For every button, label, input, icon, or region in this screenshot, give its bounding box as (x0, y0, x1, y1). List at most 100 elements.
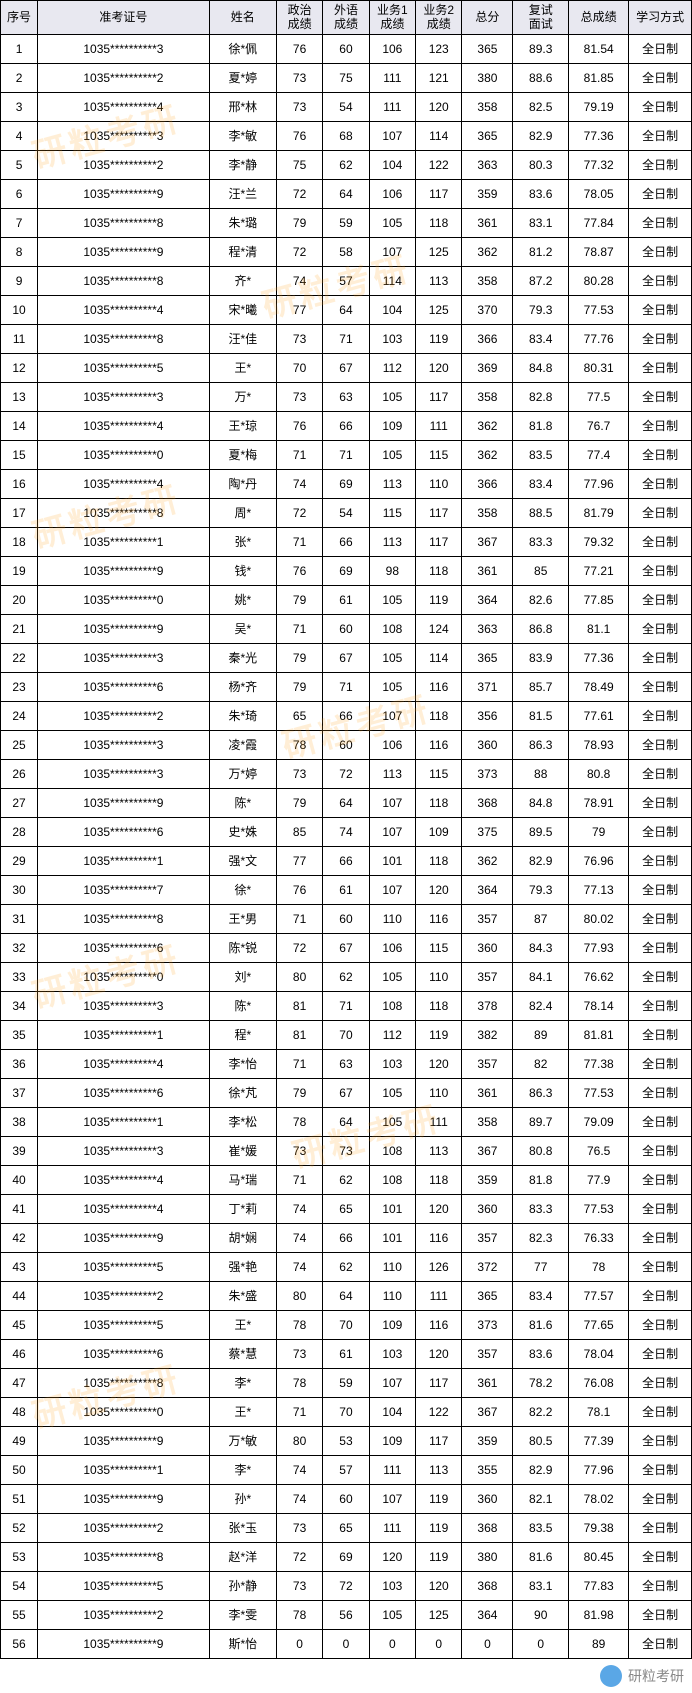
cell-name: 王*男 (209, 904, 276, 933)
cell-int: 83.9 (513, 643, 569, 672)
cell-s2: 54 (323, 498, 369, 527)
cell-s1: 78 (276, 1368, 322, 1397)
cell-s3: 113 (369, 469, 415, 498)
table-row: 201035**********0姚*796110511936482.677.8… (1, 585, 692, 614)
table-row: 221035**********3秦*光796710511436583.977.… (1, 643, 692, 672)
cell-idx: 33 (1, 962, 38, 991)
cell-name: 陈*锐 (209, 933, 276, 962)
table-row: 251035**********3凌*霞786010611636086.378.… (1, 730, 692, 759)
cell-s4: 120 (416, 92, 462, 121)
cell-name: 张* (209, 527, 276, 556)
cell-id: 1035**********9 (38, 614, 210, 643)
cell-s1: 77 (276, 846, 322, 875)
cell-int: 86.3 (513, 1078, 569, 1107)
cell-idx: 53 (1, 1542, 38, 1571)
cell-tot: 380 (462, 1542, 513, 1571)
cell-name: 蔡*慧 (209, 1339, 276, 1368)
cell-name: 王* (209, 1397, 276, 1426)
cell-s3: 108 (369, 1136, 415, 1165)
cell-tot: 362 (462, 846, 513, 875)
cell-s2: 62 (323, 1165, 369, 1194)
cell-s4: 116 (416, 672, 462, 701)
cell-id: 1035**********3 (38, 34, 210, 63)
cell-mode: 全日制 (629, 382, 692, 411)
cell-mode: 全日制 (629, 1107, 692, 1136)
cell-s1: 79 (276, 1078, 322, 1107)
cell-s2: 63 (323, 1049, 369, 1078)
cell-tot: 367 (462, 1397, 513, 1426)
cell-mode: 全日制 (629, 266, 692, 295)
cell-s3: 101 (369, 1223, 415, 1252)
cell-name: 周* (209, 498, 276, 527)
cell-mode: 全日制 (629, 933, 692, 962)
cell-fin: 77.85 (569, 585, 629, 614)
cell-name: 朱*盛 (209, 1281, 276, 1310)
cell-id: 1035**********6 (38, 1078, 210, 1107)
table-row: 11035**********3徐*佩766010612336589.381.5… (1, 34, 692, 63)
cell-s3: 120 (369, 1542, 415, 1571)
cell-id: 1035**********4 (38, 1165, 210, 1194)
cell-fin: 77.65 (569, 1310, 629, 1339)
table-row: 401035**********4马*瑞716210811835981.877.… (1, 1165, 692, 1194)
cell-s3: 107 (369, 817, 415, 846)
cell-idx: 8 (1, 237, 38, 266)
cell-tot: 372 (462, 1252, 513, 1281)
cell-mode: 全日制 (629, 498, 692, 527)
cell-name: 朱*琦 (209, 701, 276, 730)
cell-name: 秦*光 (209, 643, 276, 672)
cell-s3: 111 (369, 1455, 415, 1484)
cell-s2: 60 (323, 904, 369, 933)
cell-s4: 126 (416, 1252, 462, 1281)
cell-s2: 63 (323, 382, 369, 411)
cell-fin: 76.96 (569, 846, 629, 875)
cell-s2: 54 (323, 92, 369, 121)
table-row: 431035**********5强*艳74621101263727778全日制 (1, 1252, 692, 1281)
cell-fin: 79.19 (569, 92, 629, 121)
cell-int: 85.7 (513, 672, 569, 701)
cell-idx: 44 (1, 1281, 38, 1310)
cell-name: 强*文 (209, 846, 276, 875)
cell-s4: 113 (416, 1136, 462, 1165)
cell-idx: 19 (1, 556, 38, 585)
cell-s2: 53 (323, 1426, 369, 1455)
cell-tot: 363 (462, 150, 513, 179)
cell-int: 82.9 (513, 1455, 569, 1484)
cell-s2: 68 (323, 121, 369, 150)
cell-s2: 71 (323, 991, 369, 1020)
cell-fin: 77.57 (569, 1281, 629, 1310)
cell-mode: 全日制 (629, 643, 692, 672)
cell-name: 李*静 (209, 150, 276, 179)
cell-name: 刘* (209, 962, 276, 991)
cell-s3: 107 (369, 1368, 415, 1397)
cell-idx: 32 (1, 933, 38, 962)
table-row: 101035**********4宋*曦776410412537079.377.… (1, 295, 692, 324)
cell-name: 朱*璐 (209, 208, 276, 237)
table-row: 281035**********6史*姝857410710937589.579全… (1, 817, 692, 846)
cell-idx: 28 (1, 817, 38, 846)
cell-idx: 46 (1, 1339, 38, 1368)
cell-s3: 106 (369, 179, 415, 208)
cell-idx: 17 (1, 498, 38, 527)
cell-s1: 78 (276, 1600, 322, 1629)
cell-s1: 74 (276, 1455, 322, 1484)
cell-id: 1035**********0 (38, 1397, 210, 1426)
cell-fin: 79 (569, 817, 629, 846)
cell-s1: 74 (276, 1252, 322, 1281)
cell-s1: 76 (276, 34, 322, 63)
table-row: 461035**********6蔡*慧736110312035783.678.… (1, 1339, 692, 1368)
cell-s4: 116 (416, 904, 462, 933)
cell-s2: 0 (323, 1629, 369, 1658)
cell-mode: 全日制 (629, 1571, 692, 1600)
cell-s1: 71 (276, 527, 322, 556)
cell-mode: 全日制 (629, 1049, 692, 1078)
cell-tot: 365 (462, 121, 513, 150)
cell-name: 汪*佳 (209, 324, 276, 353)
cell-s2: 65 (323, 1194, 369, 1223)
cell-s4: 123 (416, 34, 462, 63)
cell-s3: 105 (369, 1107, 415, 1136)
cell-id: 1035**********5 (38, 1571, 210, 1600)
cell-idx: 16 (1, 469, 38, 498)
cell-s1: 79 (276, 208, 322, 237)
cell-tot: 360 (462, 933, 513, 962)
cell-s4: 118 (416, 846, 462, 875)
